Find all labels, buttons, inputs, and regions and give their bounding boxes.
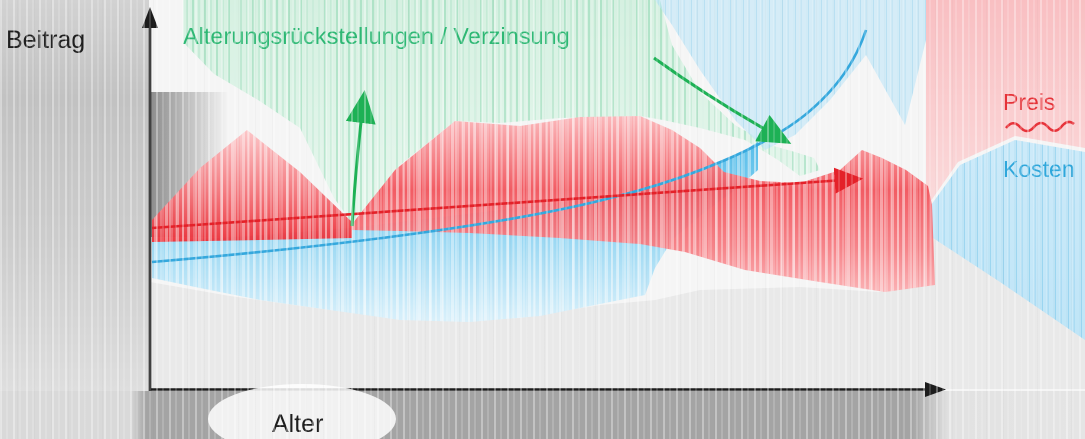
y-axis-arrowhead [142, 7, 158, 28]
price-area-right-streaks [352, 116, 935, 292]
y-axis-label: Beitrag [6, 26, 85, 54]
price-label: Preis [1003, 89, 1055, 115]
price-line [151, 167, 864, 230]
annotation-label: Alterungsrückstellungen / Verzinsung [183, 23, 570, 49]
reserve-down-arrow [653, 56, 792, 144]
price-area-left-streaks [152, 130, 352, 242]
price-legend-squiggle [1005, 120, 1075, 133]
x-axis-label: Alter [272, 410, 323, 438]
reserve-green-wash-streaks [183, 0, 820, 223]
bottom-strip [0, 391, 1085, 439]
cost-curve [151, 29, 868, 264]
cost-upper-wash-streaks [655, 0, 926, 150]
price-legend-wash [926, 0, 1085, 208]
cost-label: Kosten [1003, 156, 1075, 182]
cost-legend-wash-streaks [926, 140, 1085, 343]
under-curve-gray [150, 238, 1085, 389]
left-margin-panel [0, 0, 149, 392]
alter-label-highlight [208, 384, 396, 439]
x-axis-arrowhead [925, 382, 946, 397]
reserve-up-arrow [345, 90, 376, 227]
